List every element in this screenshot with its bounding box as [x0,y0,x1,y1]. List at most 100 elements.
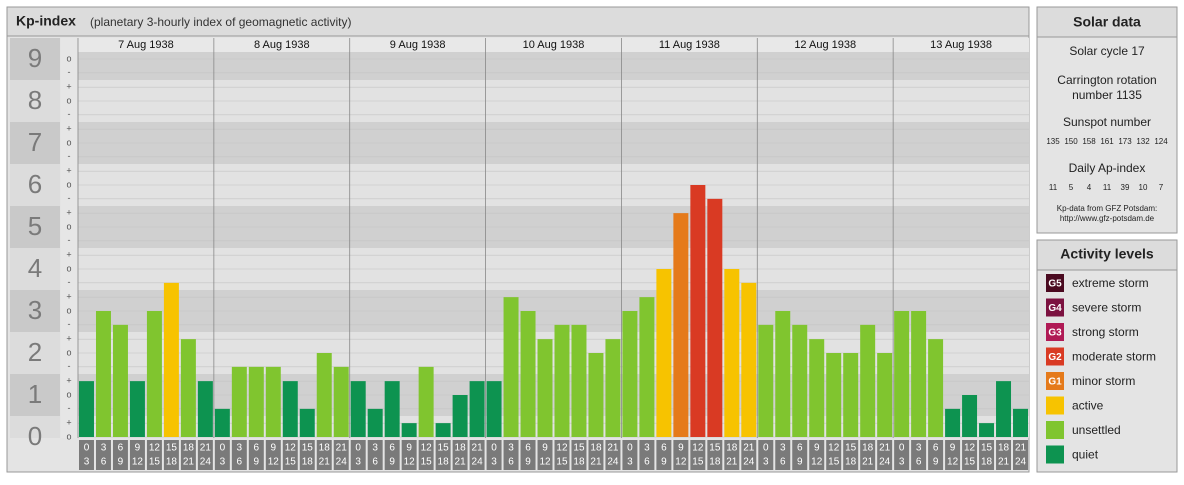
y-tick-label: 1 [28,379,42,409]
bar [537,339,553,437]
y-tick-label: 2 [28,337,42,367]
hour-cell [452,440,468,470]
bar [214,408,230,437]
hour-end: 15 [964,457,976,468]
hour-start: 0 [899,443,905,454]
hour-cell [724,440,740,470]
hour-cell [775,440,791,470]
level-label: minor storm [1072,374,1135,388]
hour-start: 15 [438,443,450,454]
bar [282,381,298,437]
hour-cell [945,440,961,470]
level-label: extreme storm [1072,276,1149,290]
hour-start: 3 [916,443,922,454]
hour-end: 6 [644,457,650,468]
bar [231,366,247,437]
hour-start: 15 [573,443,585,454]
bar [401,423,417,437]
digit-band [10,248,60,290]
sub-tick-label: o [66,179,71,189]
hour-cell [469,440,485,470]
hour-start: 12 [964,443,976,454]
hour-cell [741,440,757,470]
bar [707,198,723,437]
sub-tick-label: o [66,305,71,315]
bar [979,423,995,437]
bar [809,339,825,437]
hour-start: 15 [709,443,721,454]
bar [350,381,366,437]
sub-tick-label: o [66,389,71,399]
hour-end: 21 [590,457,602,468]
hour-cell [180,440,196,470]
bar [588,353,604,437]
sub-tick-label: - [68,319,71,329]
hour-start: 9 [271,443,277,454]
hour-start: 3 [101,443,107,454]
hour-end: 3 [627,457,633,468]
source: http://www.gfz-potsdam.de [1060,214,1155,223]
hour-start: 12 [285,443,297,454]
bar [962,395,978,437]
hour-start: 12 [692,443,704,454]
hour-cell [435,440,451,470]
level-badge [1046,323,1064,341]
y-tick-label: 6 [28,169,42,199]
level-label: active [1072,399,1104,413]
hour-start: 21 [472,443,484,454]
hour-end: 15 [285,457,297,468]
hour-start: 21 [200,443,212,454]
hour-cell [894,440,910,470]
hour-start: 3 [372,443,378,454]
hour-start: 3 [237,443,243,454]
hour-cell [860,440,876,470]
sunspot-value: 132 [1136,137,1150,146]
hour-cell [384,440,400,470]
hour-end: 15 [556,457,568,468]
hour-cell [843,440,859,470]
hour-end: 6 [508,457,514,468]
sub-column [61,38,77,438]
ap-value: 4 [1087,183,1092,192]
bar [265,366,281,437]
level-badge [1046,421,1064,439]
bar [571,324,587,437]
hour-end: 3 [899,457,905,468]
hour-start: 9 [814,443,820,454]
hour-end: 12 [947,457,959,468]
hour-start: 21 [879,443,891,454]
hour-cell [146,440,162,470]
hour-cell [639,440,655,470]
badge-label: G1 [1048,377,1062,388]
hour-end: 6 [237,457,243,468]
carrington: number 1135 [1072,88,1142,102]
hour-cell [571,440,587,470]
badge-label: G2 [1048,352,1062,363]
bar [724,269,740,437]
hour-start: 18 [998,443,1010,454]
hour-end: 6 [916,457,922,468]
day-label: 13 Aug 1938 [930,39,992,51]
hour-start: 0 [355,443,361,454]
level-badge [1046,347,1064,366]
sub-tick-label: o [66,95,71,105]
hour-end: 12 [811,457,823,468]
sub-tick-label: o [66,263,71,273]
hour-cell [299,440,315,470]
hour-cell [418,440,434,470]
sunspot-value: 158 [1082,137,1096,146]
bar [1013,408,1028,437]
sub-tick-label: - [68,193,71,203]
hour-end: 18 [573,457,585,468]
hour-start: 21 [743,443,755,454]
solar-cycle: Solar cycle 17 [1069,44,1145,58]
hour-cell [401,440,417,470]
hour-end: 6 [372,457,378,468]
ap-value: 7 [1159,183,1164,192]
bar [826,353,842,437]
hour-end: 3 [355,457,361,468]
hour-end: 9 [389,457,395,468]
sub-tick-label: o [66,431,71,441]
sub-tick-label: o [66,221,71,231]
hour-cell [707,440,723,470]
